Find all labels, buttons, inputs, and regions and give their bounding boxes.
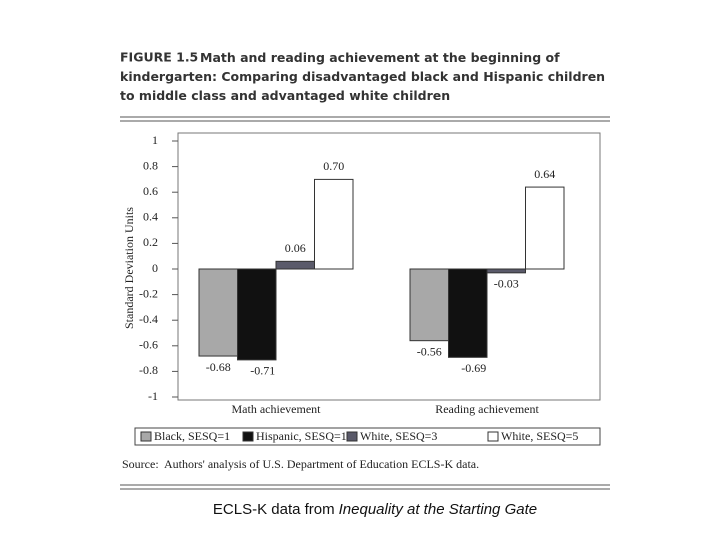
y-tick-label: 0.8 bbox=[143, 158, 158, 172]
legend-frame bbox=[134, 427, 601, 446]
value-label: 0.64 bbox=[534, 167, 555, 181]
caption-text: ECLS-K data from bbox=[213, 501, 335, 518]
title-line: Math and reading achievement at the begi… bbox=[200, 50, 560, 65]
value-label: -0.69 bbox=[461, 361, 486, 375]
source: Authors' analysis of U.S. Department of … bbox=[164, 457, 479, 471]
y-tick-label: -0.6 bbox=[139, 338, 158, 352]
bar bbox=[275, 260, 315, 270]
y-tick-label: -0.2 bbox=[139, 286, 158, 300]
legend-swatch bbox=[487, 431, 499, 442]
bar bbox=[409, 268, 449, 342]
y-tick-label: 0.6 bbox=[143, 184, 158, 198]
legend-swatch bbox=[346, 431, 358, 442]
legend-swatch bbox=[140, 431, 152, 442]
title-line: to middle class and advantaged white chi… bbox=[120, 88, 450, 103]
caption-italic: Inequality at the Starting Gate bbox=[339, 501, 537, 518]
bar bbox=[314, 178, 354, 270]
value-label: -0.71 bbox=[250, 364, 275, 378]
figure-label: FIGURE 1.5 bbox=[120, 50, 198, 65]
bar bbox=[486, 268, 526, 274]
value-label: -0.68 bbox=[206, 360, 231, 374]
x-tick-label: Math achievement bbox=[232, 402, 322, 416]
x-tick-label: Reading achievement bbox=[435, 402, 539, 416]
legend-label: Hispanic, SESQ=1 bbox=[256, 429, 347, 443]
source-label: Source: bbox=[122, 457, 159, 471]
y-tick-label: 0 bbox=[152, 261, 158, 275]
y-axis-label: Standard Deviation Units bbox=[122, 207, 136, 329]
y-tick-label: 0.4 bbox=[143, 210, 158, 224]
legend-label: White, SESQ=5 bbox=[501, 429, 578, 443]
legend-label: Black, SESQ=1 bbox=[154, 429, 230, 443]
y-tick-label: -1 bbox=[148, 389, 158, 403]
value-label: 0.06 bbox=[285, 241, 306, 255]
y-tick-label: -0.4 bbox=[139, 312, 158, 326]
y-tick-label: -0.8 bbox=[139, 363, 158, 377]
bar bbox=[525, 186, 565, 270]
value-label: -0.56 bbox=[417, 344, 442, 358]
bar bbox=[198, 268, 238, 357]
y-tick-label: 0.2 bbox=[143, 235, 158, 249]
value-label: 0.70 bbox=[323, 159, 344, 173]
caption: ECLS-K data from Inequality at the Starti… bbox=[213, 501, 537, 518]
legend-swatch bbox=[242, 431, 254, 442]
plot-frame bbox=[177, 132, 601, 401]
title-line: kindergarten: Comparing disadvantaged bl… bbox=[120, 69, 605, 84]
y-tick-label: 1 bbox=[152, 133, 158, 147]
value-label: -0.03 bbox=[494, 277, 519, 291]
bar bbox=[448, 268, 488, 358]
chart-title: Math and reading achievement at the begi… bbox=[120, 50, 605, 103]
bar bbox=[237, 268, 277, 361]
legend-label: White, SESQ=3 bbox=[360, 429, 437, 443]
